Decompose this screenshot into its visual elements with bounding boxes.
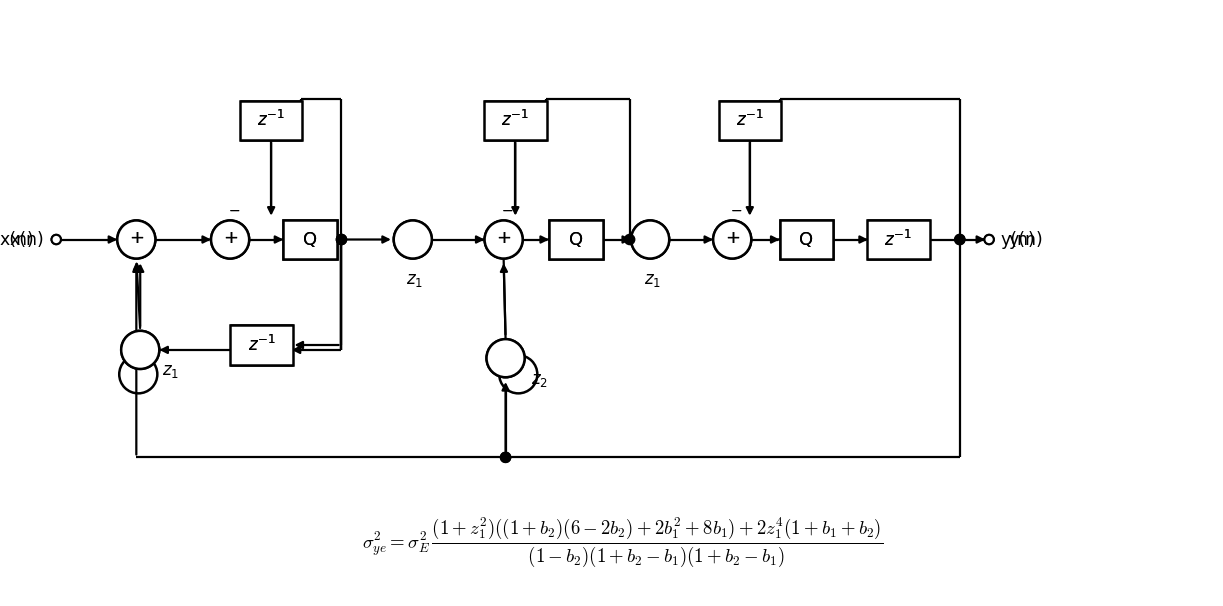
Bar <box>241 101 301 140</box>
Circle shape <box>487 339 525 378</box>
Circle shape <box>121 331 159 369</box>
Text: $z_1$: $z_1$ <box>406 271 423 289</box>
Text: Q: Q <box>303 230 317 248</box>
Bar <box>868 220 928 259</box>
Circle shape <box>487 339 525 378</box>
Text: $+$: $+$ <box>223 229 237 247</box>
Text: Q: Q <box>303 230 317 248</box>
Text: $+$: $+$ <box>497 229 511 247</box>
Circle shape <box>713 221 751 259</box>
Text: $-$: $-$ <box>501 202 514 216</box>
Text: Q: Q <box>569 230 583 248</box>
Text: $z_2$: $z_2$ <box>531 371 548 388</box>
Text: y(n): y(n) <box>1000 230 1036 248</box>
Bar <box>549 220 603 259</box>
Text: $z^{-1}$: $z^{-1}$ <box>247 335 275 355</box>
Circle shape <box>484 221 522 259</box>
Text: $z_1$: $z_1$ <box>643 271 660 289</box>
Text: $z^{-1}$: $z^{-1}$ <box>501 110 530 130</box>
Bar <box>484 101 547 140</box>
Bar <box>486 101 545 140</box>
Text: $z^{-1}$: $z^{-1}$ <box>247 335 275 355</box>
Bar <box>779 220 833 259</box>
Circle shape <box>51 235 61 244</box>
Text: $+$: $+$ <box>223 229 237 247</box>
Circle shape <box>117 221 155 259</box>
Circle shape <box>985 235 994 244</box>
Circle shape <box>631 221 669 259</box>
Text: $z_1$: $z_1$ <box>163 362 180 381</box>
Text: $z^{-1}$: $z^{-1}$ <box>736 110 763 130</box>
Bar <box>867 220 929 259</box>
Circle shape <box>500 452 511 462</box>
Circle shape <box>212 221 249 259</box>
Text: $-$: $-$ <box>227 202 240 216</box>
Text: $-$: $-$ <box>501 202 514 216</box>
Text: $+$: $+$ <box>725 229 740 247</box>
Bar <box>549 220 603 259</box>
Circle shape <box>631 221 669 259</box>
Text: $+$: $+$ <box>128 229 144 247</box>
Bar <box>284 220 338 259</box>
Circle shape <box>394 221 432 259</box>
Text: x(n): x(n) <box>0 230 34 248</box>
Text: $-$: $-$ <box>227 202 240 216</box>
Text: $z^{-1}$: $z^{-1}$ <box>257 110 285 130</box>
Circle shape <box>212 221 249 259</box>
Circle shape <box>955 235 965 245</box>
Text: $z^{-1}$: $z^{-1}$ <box>736 110 763 130</box>
Circle shape <box>499 355 537 393</box>
Bar <box>719 101 780 140</box>
Text: Q: Q <box>800 230 813 248</box>
Text: $-$: $-$ <box>730 202 742 216</box>
Circle shape <box>51 235 61 244</box>
Text: $+$: $+$ <box>725 229 740 247</box>
Text: $\sigma_{ye}^2 = \sigma_E^2 \,\dfrac{(1+z_1^2)((1+b_2)(6-2b_2)+2b_1^2+8b_1)+2z_1: $\sigma_{ye}^2 = \sigma_E^2 \,\dfrac{(1+… <box>362 516 883 569</box>
Circle shape <box>394 221 432 259</box>
Circle shape <box>500 452 511 462</box>
Text: $+$: $+$ <box>128 229 144 247</box>
Text: $z^{-1}$: $z^{-1}$ <box>257 110 285 130</box>
Text: Q: Q <box>800 230 813 248</box>
Bar <box>231 325 291 365</box>
Circle shape <box>713 221 751 259</box>
Bar <box>779 220 833 259</box>
Circle shape <box>119 355 158 393</box>
Circle shape <box>484 221 522 259</box>
Circle shape <box>955 235 965 245</box>
Circle shape <box>121 331 159 369</box>
Circle shape <box>336 235 346 245</box>
Bar <box>240 101 302 140</box>
Text: $z^{-1}$: $z^{-1}$ <box>884 230 912 250</box>
Text: $z^{-1}$: $z^{-1}$ <box>884 230 912 250</box>
Circle shape <box>625 235 635 245</box>
Circle shape <box>336 235 346 245</box>
Text: $z^{-1}$: $z^{-1}$ <box>501 110 530 130</box>
Circle shape <box>117 221 155 259</box>
Circle shape <box>985 235 994 244</box>
Bar <box>719 101 781 140</box>
Text: x(n): x(n) <box>10 230 44 248</box>
Text: $+$: $+$ <box>497 229 511 247</box>
Text: y(n): y(n) <box>1009 230 1043 248</box>
Bar <box>284 220 338 259</box>
Text: Q: Q <box>569 230 583 248</box>
Text: $-$: $-$ <box>730 202 742 216</box>
Bar <box>230 325 292 365</box>
